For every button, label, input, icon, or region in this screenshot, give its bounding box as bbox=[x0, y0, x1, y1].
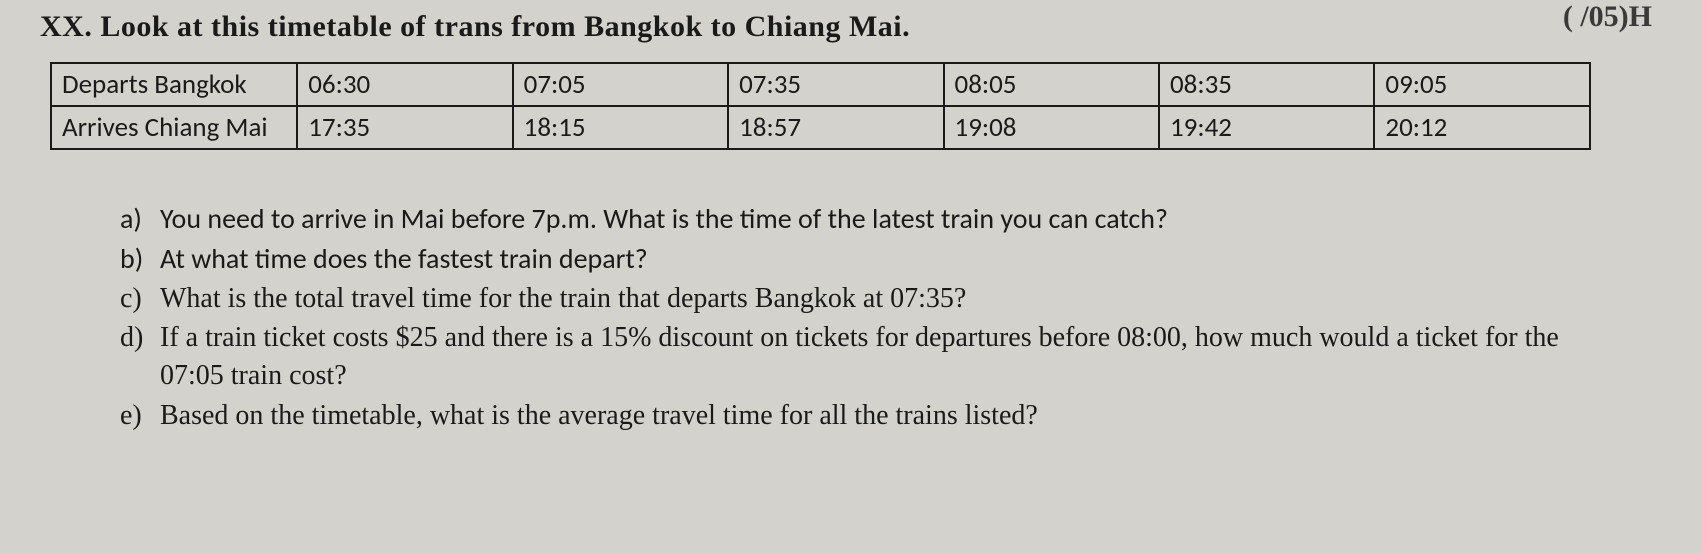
row-header-arrives: Arrives Chiang Mai bbox=[51, 106, 297, 149]
question-letter: b) bbox=[120, 240, 160, 278]
question-text: You need to arrive in Mai before 7p.m. W… bbox=[160, 200, 1602, 238]
arrive-time-cell: 18:15 bbox=[513, 106, 728, 149]
arrive-time-cell: 19:42 bbox=[1159, 106, 1374, 149]
page-score-mark: ( /05)H bbox=[1563, 0, 1652, 34]
depart-time-cell: 09:05 bbox=[1374, 63, 1589, 106]
question-item: d) If a train ticket costs $25 and there… bbox=[120, 319, 1602, 395]
questions-list: a) You need to arrive in Mai before 7p.m… bbox=[120, 200, 1602, 435]
depart-time-cell: 07:35 bbox=[728, 63, 943, 106]
question-item: e) Based on the timetable, what is the a… bbox=[120, 397, 1602, 435]
question-text: At what time does the fastest train depa… bbox=[160, 240, 1602, 278]
section-heading: XX. Look at this timetable of trans from… bbox=[40, 10, 1662, 44]
arrive-time-cell: 18:57 bbox=[728, 106, 943, 149]
arrive-time-cell: 20:12 bbox=[1374, 106, 1589, 149]
depart-time-cell: 08:35 bbox=[1159, 63, 1374, 106]
question-item: a) You need to arrive in Mai before 7p.m… bbox=[120, 200, 1602, 238]
question-letter: c) bbox=[120, 280, 160, 318]
question-item: c) What is the total travel time for the… bbox=[120, 280, 1602, 318]
row-header-departs: Departs Bangkok bbox=[51, 63, 297, 106]
depart-time-cell: 06:30 bbox=[297, 63, 512, 106]
table-row: Arrives Chiang Mai 17:35 18:15 18:57 19:… bbox=[51, 106, 1590, 149]
question-text: What is the total travel time for the tr… bbox=[160, 280, 1602, 318]
question-item: b) At what time does the fastest train d… bbox=[120, 240, 1602, 278]
question-letter: d) bbox=[120, 319, 160, 395]
question-text: If a train ticket costs $25 and there is… bbox=[160, 319, 1602, 395]
question-letter: a) bbox=[120, 200, 160, 238]
depart-time-cell: 08:05 bbox=[944, 63, 1159, 106]
question-letter: e) bbox=[120, 397, 160, 435]
arrive-time-cell: 19:08 bbox=[944, 106, 1159, 149]
timetable: Departs Bangkok 06:30 07:05 07:35 08:05 … bbox=[50, 62, 1591, 150]
arrive-time-cell: 17:35 bbox=[297, 106, 512, 149]
question-text: Based on the timetable, what is the aver… bbox=[160, 397, 1602, 435]
depart-time-cell: 07:05 bbox=[513, 63, 728, 106]
table-row: Departs Bangkok 06:30 07:05 07:35 08:05 … bbox=[51, 63, 1590, 106]
